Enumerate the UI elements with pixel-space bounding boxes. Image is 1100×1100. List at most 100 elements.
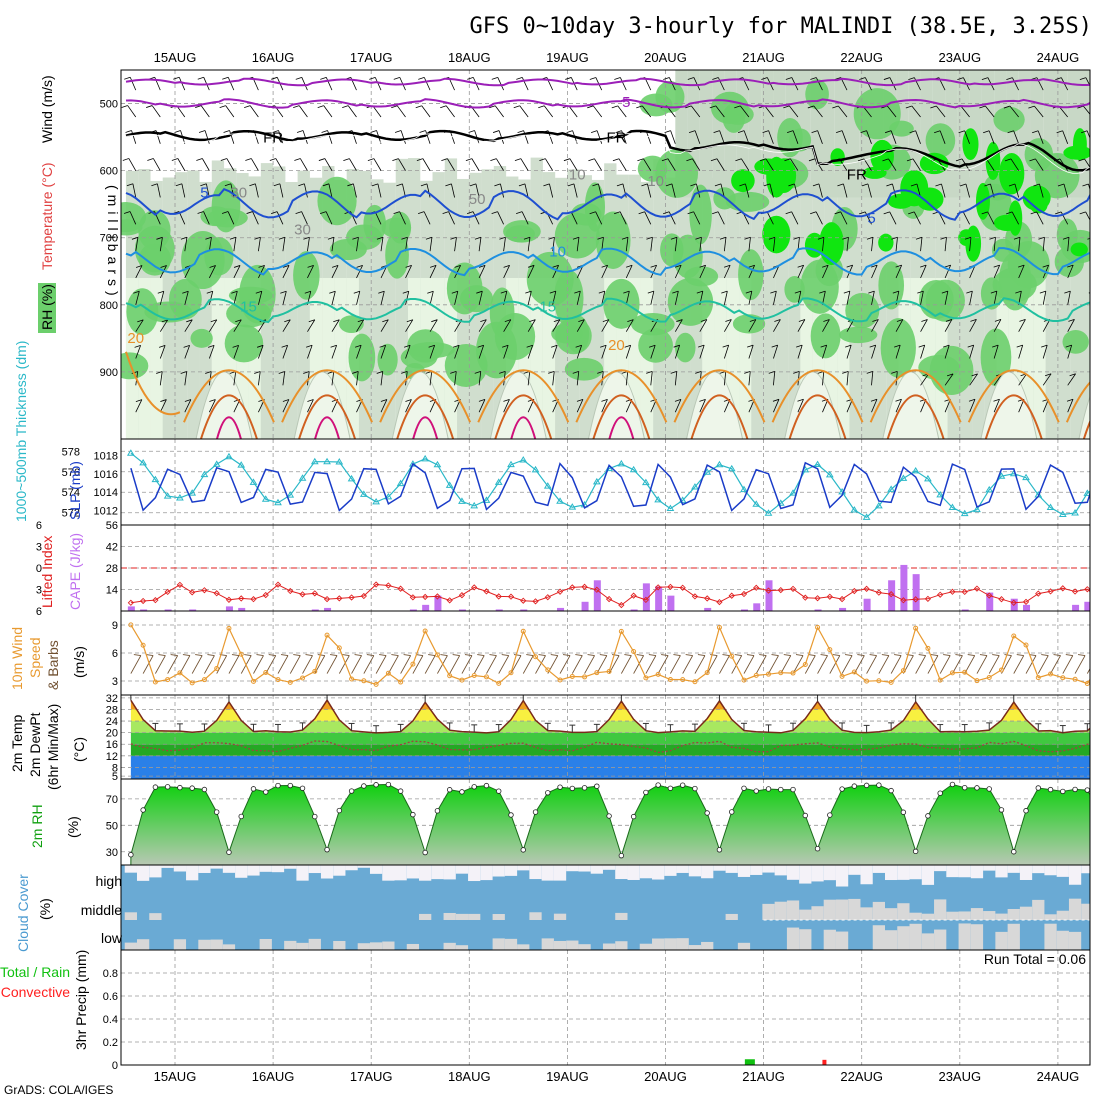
wind-speed-point xyxy=(349,676,355,682)
upper-wind-barb xyxy=(944,237,947,252)
upper-wind-barb xyxy=(503,237,506,252)
upper-wind-barb xyxy=(895,399,902,413)
cloud-high-clear xyxy=(615,865,628,880)
upper-wind-barb-flag xyxy=(1093,319,1099,321)
upper-wind-barb xyxy=(601,319,610,332)
temp-ylabel-line3: (6hr Min/Max) xyxy=(45,704,61,790)
rh-moist-blob xyxy=(293,251,320,300)
thickness-point xyxy=(556,497,564,504)
wind10m-barb-flag xyxy=(170,654,178,656)
upper-wind-barb-flag xyxy=(352,371,359,374)
rh-saturated-blob xyxy=(762,215,791,254)
wind10m-barb xyxy=(1037,655,1049,674)
cloud-middle xyxy=(149,913,162,920)
cape-bar xyxy=(458,609,466,611)
upper-wind-barb xyxy=(846,371,849,386)
rh-moist-blob xyxy=(603,278,640,329)
cloud-high-clear xyxy=(1044,865,1057,876)
upper-wind-barb xyxy=(895,345,901,359)
upper-wind-barb xyxy=(773,371,776,386)
upper-wind-barb xyxy=(527,265,535,279)
upper-wind-barb xyxy=(822,319,830,332)
wind10m-barb-flag xyxy=(808,654,816,656)
upper-wind-barb-flag xyxy=(601,264,608,268)
upper-wind-barb-flag xyxy=(737,130,745,134)
li-point xyxy=(201,587,208,594)
rh-moist-blob xyxy=(992,267,1037,302)
li-point xyxy=(348,594,355,601)
cape-bar xyxy=(409,609,417,611)
axis-tick-label: 900 xyxy=(100,367,118,379)
thickness-point xyxy=(899,474,908,481)
upper-wind-barb-flag xyxy=(206,290,213,294)
thickness-point xyxy=(409,460,417,467)
upper-wind-barb-flag xyxy=(700,319,707,322)
cloud-middle xyxy=(774,901,787,920)
upper-wind-barb xyxy=(405,265,412,279)
thickness-point xyxy=(691,483,699,490)
upper-wind-barb-flag xyxy=(207,344,215,348)
upper-wind-barb xyxy=(184,291,189,305)
contour-20 xyxy=(575,369,668,423)
upper-wind-barb xyxy=(282,319,291,332)
contour-20 xyxy=(967,369,1060,423)
upper-wind-barb xyxy=(993,319,1002,332)
upper-wind-barb xyxy=(1013,130,1020,144)
li-point xyxy=(164,588,171,596)
upper-wind-barb xyxy=(741,158,750,171)
wind10m-barb xyxy=(559,655,571,674)
upper-wind-barb xyxy=(307,265,314,279)
wind10m-barb-flag xyxy=(231,654,240,656)
cloud-middle xyxy=(909,912,922,920)
cloud-high-clear xyxy=(308,865,321,874)
contour-30 xyxy=(215,416,242,439)
wind10m-barb-flag xyxy=(820,654,828,656)
cape-bar xyxy=(324,607,332,611)
cloud-high-clear xyxy=(455,865,469,874)
cloud-middle xyxy=(1093,903,1100,920)
cloud-middle xyxy=(455,913,469,920)
upper-wind-barb-flag xyxy=(891,236,898,240)
rh-saturated-blob xyxy=(965,225,982,262)
upper-wind-barb-flag xyxy=(763,183,771,187)
upper-wind-barb-flag xyxy=(161,319,168,323)
cloud-middle xyxy=(1081,903,1090,920)
cape-bar xyxy=(140,609,148,611)
contour-freezing xyxy=(125,129,1090,172)
contour-minus-10 xyxy=(125,77,1090,87)
upper-wind-barb xyxy=(939,130,946,144)
cloud-middle xyxy=(885,908,898,920)
upper-wind-barb-flag xyxy=(944,264,951,268)
wind10m-barb-flag xyxy=(930,654,938,656)
rh-point xyxy=(655,782,661,788)
upper-wind-barb-flag xyxy=(518,183,526,187)
upper-wind-barb-flag xyxy=(453,344,460,348)
upper-wind-barb xyxy=(841,130,848,144)
cloud-middle xyxy=(124,912,137,920)
wind-speed-point xyxy=(716,624,722,630)
wind10m-barb-flag xyxy=(1065,654,1073,656)
upper-wind-barb-flag xyxy=(572,236,580,240)
cloud-high-clear xyxy=(468,865,481,882)
upper-wind-barb-flag xyxy=(602,319,609,322)
axis-tick-label: 600 xyxy=(100,166,118,178)
wind10m-barb xyxy=(890,655,902,674)
rh-saturated-blob xyxy=(993,214,1020,231)
wind10m-barb-flag xyxy=(673,654,681,656)
upper-wind-barb-flag xyxy=(320,76,327,80)
rh-point xyxy=(287,782,293,789)
upper-wind-barb xyxy=(773,399,780,413)
upper-wind-barb xyxy=(129,211,137,225)
panel-frame xyxy=(120,949,1091,1066)
upper-wind-barb xyxy=(1067,237,1070,252)
wind10m-barb xyxy=(142,655,154,674)
wind10m-barb xyxy=(584,655,595,674)
rh-point xyxy=(275,782,281,789)
li-point xyxy=(642,596,650,604)
upper-wind-barb-flag xyxy=(714,183,722,187)
upper-wind-barb xyxy=(912,158,921,171)
wind10m-barb-flag xyxy=(979,654,988,656)
upper-wind-barb xyxy=(871,371,874,386)
wind-speed-point xyxy=(483,674,489,680)
